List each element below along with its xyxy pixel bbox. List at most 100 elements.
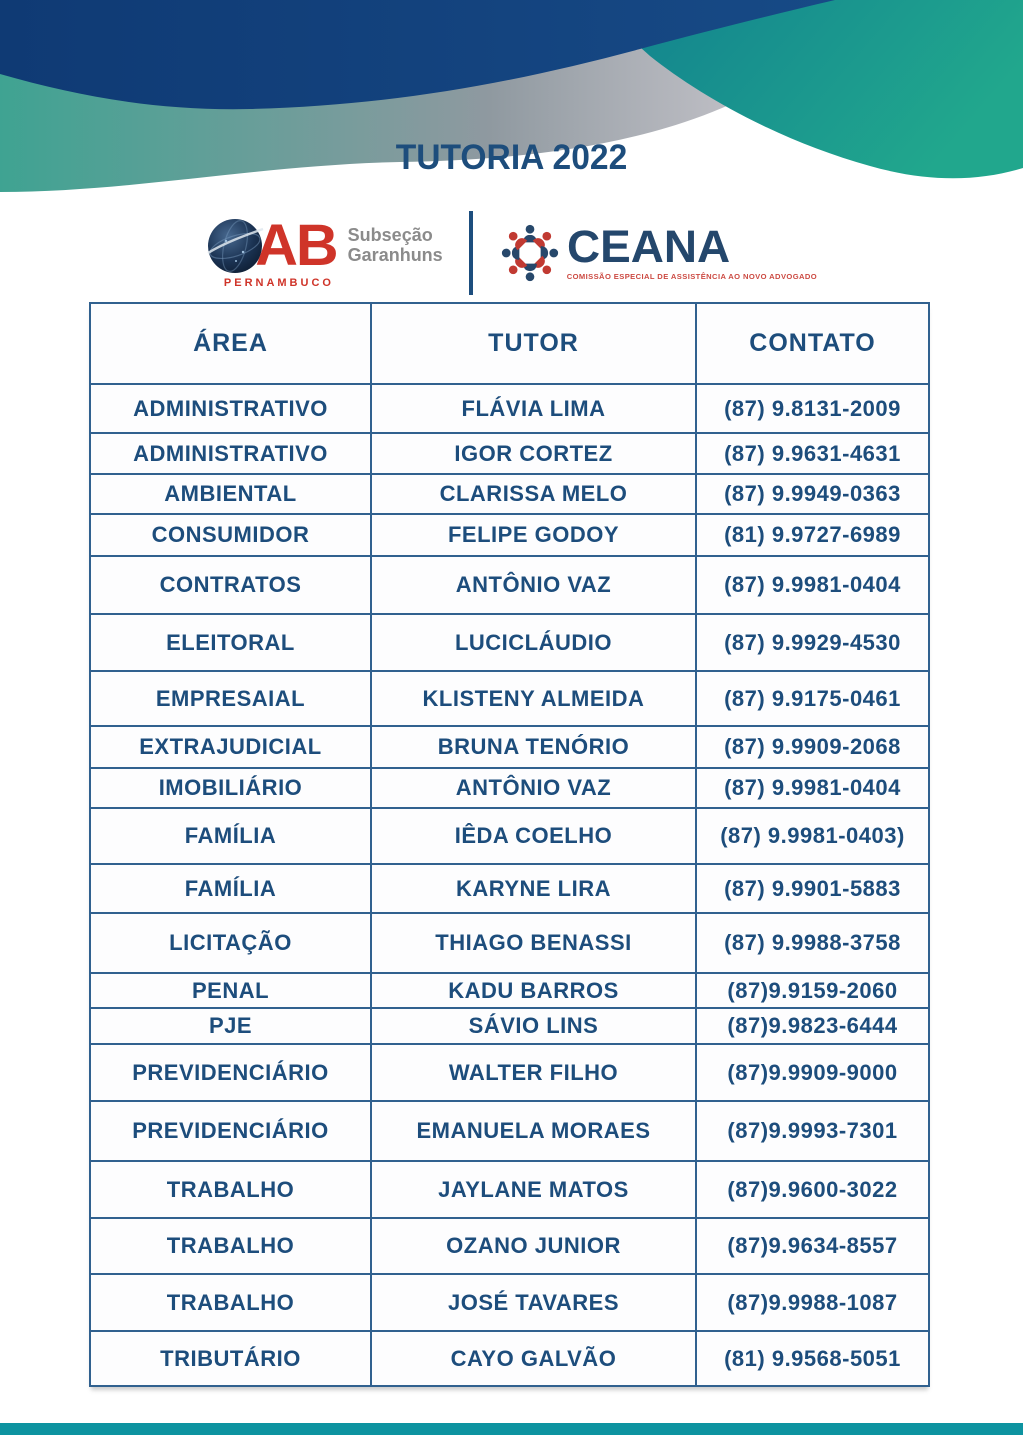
contato-cell: (81) 9.9568-5051 bbox=[695, 1330, 930, 1387]
contato-cell: (87)9.9909-9000 bbox=[695, 1043, 930, 1102]
contato-cell: (87)9.9988-1087 bbox=[695, 1273, 930, 1332]
tutor-cell: IÊDA COELHO bbox=[370, 807, 697, 865]
tutor-cell: JAYLANE MATOS bbox=[370, 1160, 697, 1219]
teal-right-wave bbox=[585, 0, 1023, 179]
area-cell: ELEITORAL bbox=[89, 613, 372, 672]
header-wave-decoration bbox=[0, 0, 1023, 192]
area-cell: CONSUMIDOR bbox=[89, 513, 372, 557]
tutor-cell: CLARISSA MELO bbox=[370, 473, 697, 515]
table-row: TRIBUTÁRIO CAYO GALVÃO (81) 9.9568-5051 bbox=[89, 1330, 930, 1387]
area-cell: TRABALHO bbox=[89, 1273, 372, 1332]
contato-cell: (87) 9.9175-0461 bbox=[695, 670, 930, 727]
area-cell: PREVIDENCIÁRIO bbox=[89, 1100, 372, 1162]
column-header-tutor: TUTOR bbox=[370, 302, 697, 385]
contato-cell: (87)9.9600-3022 bbox=[695, 1160, 930, 1219]
ceana-logo: CEANA COMISSÃO ESPECIAL DE ASSISTÊNCIA A… bbox=[499, 222, 817, 284]
tutor-cell: KLISTENY ALMEIDA bbox=[370, 670, 697, 727]
tutor-cell: JOSÉ TAVARES bbox=[370, 1273, 697, 1332]
area-cell: ADMINISTRATIVO bbox=[89, 383, 372, 434]
ceana-people-ring-icon bbox=[501, 224, 558, 281]
tutor-cell: ANTÔNIO VAZ bbox=[370, 555, 697, 615]
area-cell: PENAL bbox=[89, 972, 372, 1009]
table-row: EMPRESAIAL KLISTENY ALMEIDA (87) 9.9175-… bbox=[89, 670, 930, 727]
area-cell: PREVIDENCIÁRIO bbox=[89, 1043, 372, 1102]
table-row: CONTRATOS ANTÔNIO VAZ (87) 9.9981-0404 bbox=[89, 555, 930, 615]
table-row: CONSUMIDOR FELIPE GODOY (81) 9.9727-6989 bbox=[89, 513, 930, 557]
contato-cell: (87) 9.9981-0403) bbox=[695, 807, 930, 865]
oab-globe-icon bbox=[207, 218, 264, 273]
area-cell: EMPRESAIAL bbox=[89, 670, 372, 727]
oab-state-label: PERNAMBUCO bbox=[223, 276, 334, 289]
contato-cell: (87) 9.9981-0404 bbox=[695, 555, 930, 615]
tutor-cell: FELIPE GODOY bbox=[370, 513, 697, 557]
contato-cell: (87)9.9159-2060 bbox=[695, 972, 930, 1009]
table-row: ELEITORAL LUCICLÁUDIO (87) 9.9929-4530 bbox=[89, 613, 930, 672]
contato-cell: (87)9.9993-7301 bbox=[695, 1100, 930, 1162]
area-cell: ADMINISTRATIVO bbox=[89, 432, 372, 475]
column-header-area: ÁREA bbox=[89, 302, 372, 385]
contato-cell: (87)9.9823-6444 bbox=[695, 1007, 930, 1045]
contato-cell: (87) 9.9988-3758 bbox=[695, 912, 930, 974]
area-cell: AMBIENTAL bbox=[89, 473, 372, 515]
tutor-cell: EMANUELA MORAES bbox=[370, 1100, 697, 1162]
table-row: ADMINISTRATIVO FLÁVIA LIMA (87) 9.8131-2… bbox=[89, 383, 930, 434]
ceana-subtitle: COMISSÃO ESPECIAL DE ASSISTÊNCIA AO NOVO… bbox=[566, 272, 818, 281]
area-cell: TRIBUTÁRIO bbox=[89, 1330, 372, 1387]
tutor-cell: SÁVIO LINS bbox=[370, 1007, 697, 1045]
tutor-cell: FLÁVIA LIMA bbox=[370, 383, 697, 434]
page-title: TUTORIA 2022 bbox=[395, 138, 628, 177]
area-cell: TRABALHO bbox=[89, 1160, 372, 1219]
table-row: EXTRAJUDICIAL BRUNA TENÓRIO (87) 9.9909-… bbox=[89, 725, 930, 769]
table-row: PREVIDENCIÁRIO WALTER FILHO (87)9.9909-9… bbox=[89, 1043, 930, 1102]
logo-strip: AB Subseção Garanhuns PERNAMBUCO bbox=[0, 205, 1023, 300]
navy-left-wave bbox=[0, 0, 835, 110]
tutors-table: ÁREA TUTOR CONTATO ADMINISTRATIVO FLÁVIA… bbox=[89, 302, 930, 1387]
tutor-cell: CAYO GALVÃO bbox=[370, 1330, 697, 1387]
tutor-cell: WALTER FILHO bbox=[370, 1043, 697, 1102]
table-row: LICITAÇÃO THIAGO BENASSI (87) 9.9988-375… bbox=[89, 912, 930, 974]
contato-cell: (87) 9.9929-4530 bbox=[695, 613, 930, 672]
contato-cell: (87) 9.9981-0404 bbox=[695, 767, 930, 809]
table-row: TRABALHO JAYLANE MATOS (87)9.9600-3022 bbox=[89, 1160, 930, 1219]
area-cell: FAMÍLIA bbox=[89, 863, 372, 914]
table-row: ADMINISTRATIVO IGOR CORTEZ (87) 9.9631-4… bbox=[89, 432, 930, 475]
logo-divider bbox=[468, 210, 473, 295]
oab-logo: AB Subseção Garanhuns PERNAMBUCO bbox=[206, 212, 443, 289]
oab-subsection-label: Subseção Garanhuns bbox=[347, 224, 443, 265]
contato-cell: (81) 9.9727-6989 bbox=[695, 513, 930, 557]
table-body: ADMINISTRATIVO FLÁVIA LIMA (87) 9.8131-2… bbox=[89, 383, 930, 1387]
area-cell: EXTRAJUDICIAL bbox=[89, 725, 372, 769]
column-header-contato: CONTATO bbox=[695, 302, 930, 385]
area-cell: CONTRATOS bbox=[89, 555, 372, 615]
table-header-row: ÁREA TUTOR CONTATO bbox=[89, 302, 930, 385]
area-cell: TRABALHO bbox=[89, 1217, 372, 1275]
table-row: PREVIDENCIÁRIO EMANUELA MORAES (87)9.999… bbox=[89, 1100, 930, 1162]
tutor-cell: BRUNA TENÓRIO bbox=[370, 725, 697, 769]
footer-wave-bar bbox=[0, 1423, 1023, 1435]
tutor-cell: KADU BARROS bbox=[370, 972, 697, 1009]
tutor-cell: THIAGO BENASSI bbox=[370, 912, 697, 974]
table-row: FAMÍLIA KARYNE LIRA (87) 9.9901-5883 bbox=[89, 863, 930, 914]
table-row: PJE SÁVIO LINS (87)9.9823-6444 bbox=[89, 1007, 930, 1045]
contato-cell: (87)9.9634-8557 bbox=[695, 1217, 930, 1275]
table-row: PENAL KADU BARROS (87)9.9159-2060 bbox=[89, 972, 930, 1009]
ceana-name: CEANA bbox=[566, 221, 730, 272]
tutor-cell: ANTÔNIO VAZ bbox=[370, 767, 697, 809]
area-cell: IMOBILIÁRIO bbox=[89, 767, 372, 809]
contato-cell: (87) 9.8131-2009 bbox=[695, 383, 930, 434]
table-row: AMBIENTAL CLARISSA MELO (87) 9.9949-0363 bbox=[89, 473, 930, 515]
contato-cell: (87) 9.9901-5883 bbox=[695, 863, 930, 914]
tutor-cell: KARYNE LIRA bbox=[370, 863, 697, 914]
table-row: IMOBILIÁRIO ANTÔNIO VAZ (87) 9.9981-0404 bbox=[89, 767, 930, 809]
area-cell: PJE bbox=[89, 1007, 372, 1045]
contato-cell: (87) 9.9909-2068 bbox=[695, 725, 930, 769]
tutor-cell: LUCICLÁUDIO bbox=[370, 613, 697, 672]
area-cell: LICITAÇÃO bbox=[89, 912, 372, 974]
table-row: TRABALHO JOSÉ TAVARES (87)9.9988-1087 bbox=[89, 1273, 930, 1332]
tutor-cell: IGOR CORTEZ bbox=[370, 432, 697, 475]
contato-cell: (87) 9.9949-0363 bbox=[695, 473, 930, 515]
table-row: FAMÍLIA IÊDA COELHO (87) 9.9981-0403) bbox=[89, 807, 930, 865]
oab-letters: AB bbox=[255, 212, 338, 278]
contato-cell: (87) 9.9631-4631 bbox=[695, 432, 930, 475]
